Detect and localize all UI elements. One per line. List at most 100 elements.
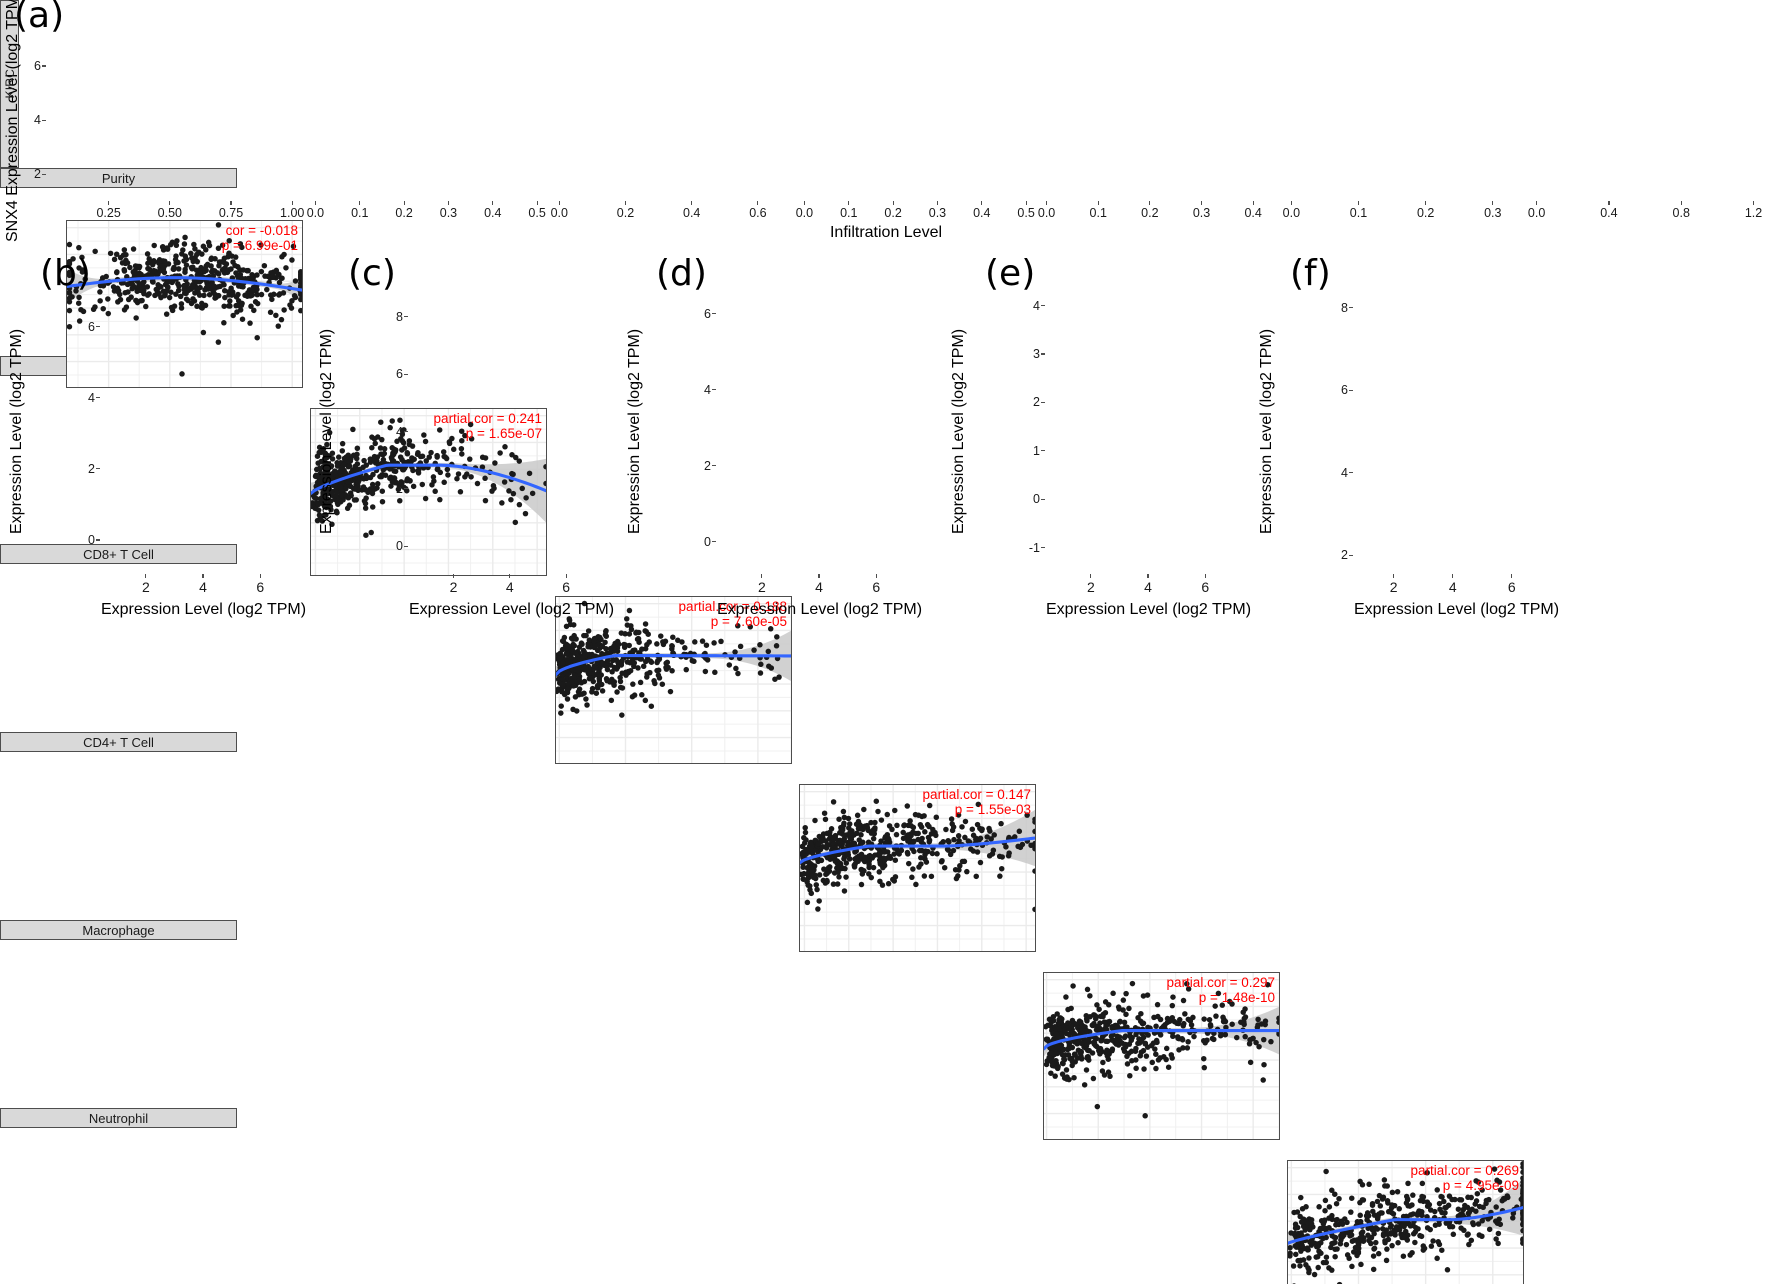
row-b-x-tick-mark	[1393, 574, 1394, 578]
row-a-x-tick-label: 0.3	[440, 206, 457, 220]
row-b-y-tick-label: 2	[704, 459, 711, 473]
row-b-y-tick-label: 4	[1033, 299, 1040, 313]
row-b-y-tick-label: 4	[88, 391, 95, 405]
row-a-x-tick-mark	[169, 201, 170, 205]
row-a-panel-title: Neutrophil	[89, 1111, 148, 1126]
row-b-x-axis-title-2: Expression Level (log2 TPM)	[716, 601, 923, 619]
row-a-y-tick-mark	[42, 120, 46, 121]
row-a-x-tick-mark	[1608, 201, 1609, 205]
row-b-y-axis-title-0: Expression Level (log2 TPM)	[8, 290, 26, 573]
row-b-y-tick-mark	[1041, 305, 1045, 306]
row-b-x-tick-label: 2	[1087, 579, 1095, 595]
row-b-y-tick-mark	[1041, 547, 1045, 548]
row-b-y-axis-title-3: Expression Level (log2 TPM)	[950, 290, 968, 573]
panel-label-c: (c)	[348, 256, 396, 292]
row-a-correlation-value: partial.cor = 0.269	[1411, 1163, 1519, 1178]
row-b-y-axis-title-2: Expression Level (log2 TPM)	[626, 290, 644, 573]
row-b-x-tick-mark	[1511, 574, 1512, 578]
row-a-x-tick-mark	[1425, 201, 1426, 205]
row-a-x-tick-label: 0.2	[884, 206, 901, 220]
row-b-x-tick-label: 4	[1144, 579, 1152, 595]
row-b-y-tick-label: 6	[1341, 383, 1348, 397]
row-b-y-tick-label: 0	[704, 535, 711, 549]
row-a-x-tick-mark	[1358, 201, 1359, 205]
row-b-x-tick-label: 2	[142, 579, 150, 595]
row-a-x-tick-label: 1.2	[1745, 206, 1762, 220]
row-a-x-tick-label: 0.1	[840, 206, 857, 220]
row-a-panel-title: Macrophage	[82, 923, 154, 938]
row-a-plot-4: partial.cor = 0.297 p = 1.48e-10	[1043, 972, 1280, 1140]
row-b-y-tick-mark	[404, 316, 408, 317]
row-a-x-tick-label: 0.2	[1141, 206, 1158, 220]
row-b-y-tick-label: 1	[1033, 444, 1040, 458]
row-a-x-tick-mark	[230, 201, 231, 205]
row-a-x-tick-label: 0.0	[1283, 206, 1300, 220]
row-b-x-axis-title-0: Expression Level (log2 TPM)	[100, 601, 307, 619]
row-a-x-tick-mark	[1681, 201, 1682, 205]
row-a-x-tick-mark	[1492, 201, 1493, 205]
row-b-x-tick-mark	[1205, 574, 1206, 578]
row-a-panel-strip-2: CD8+ T Cell	[0, 544, 237, 564]
row-b-y-tick-label: 0	[88, 533, 95, 547]
row-b-x-tick-label: 4	[815, 579, 823, 595]
row-b-x-axis-title-4: Expression Level (log2 TPM)	[1353, 601, 1560, 619]
row-b-x-tick-mark	[453, 574, 454, 578]
row-b-y-tick-mark	[1349, 472, 1353, 473]
panel-label-e: (e)	[985, 256, 1035, 292]
row-a-cohort-strip-label: KIRC	[3, 69, 17, 98]
row-b-x-tick-mark	[145, 574, 146, 578]
row-a-x-tick-mark	[937, 201, 938, 205]
row-a-x-axis-title: Infiltration Level	[0, 224, 1772, 242]
row-b-x-tick-mark	[818, 574, 819, 578]
row-b-y-tick-mark	[96, 539, 100, 540]
row-a-panel-title: Purity	[102, 171, 135, 186]
panel-label-f: (f)	[1290, 256, 1331, 292]
row-a-correlation-value: partial.cor = 0.297	[1167, 975, 1275, 990]
row-b-x-axis-title-1: Expression Level (log2 TPM)	[408, 601, 615, 619]
row-a-x-tick-label: 0.2	[1417, 206, 1434, 220]
row-a-x-tick-label: 0.5	[528, 206, 545, 220]
row-b-x-tick-mark	[1452, 574, 1453, 578]
row-a-panel-title: CD4+ T Cell	[83, 735, 154, 750]
row-a-x-tick-mark	[559, 201, 560, 205]
row-b-y-tick-label: 0	[1033, 492, 1040, 506]
row-a-x-tick-mark	[1291, 201, 1292, 205]
row-b-y-tick-mark	[712, 465, 716, 466]
row-b-y-tick-mark	[1349, 555, 1353, 556]
row-b-y-tick-mark	[1349, 307, 1353, 308]
row-b-y-tick-label: 2	[396, 482, 403, 496]
row-a-y-tick-label: 2	[34, 167, 41, 181]
row-a-stat-annotation-4: partial.cor = 0.297 p = 1.48e-10	[1167, 975, 1275, 1005]
row-a-p-value: p = 4.95e-09	[1411, 1178, 1519, 1193]
row-a-x-tick-mark	[757, 201, 758, 205]
row-b-x-tick-mark	[1147, 574, 1148, 578]
row-b-y-tick-mark	[712, 541, 716, 542]
row-a-x-tick-label: 0.1	[1090, 206, 1107, 220]
row-a-x-tick-mark	[625, 201, 626, 205]
row-b-y-axis-title-4: Expression Level (log2 TPM)	[1258, 290, 1276, 573]
row-a-x-tick-mark	[1753, 201, 1754, 205]
row-a-x-tick-mark	[315, 201, 316, 205]
row-b-x-tick-mark	[260, 574, 261, 578]
row-b-y-tick-label: 2	[88, 462, 95, 476]
panel-label-d: (d)	[656, 256, 707, 292]
row-b-y-tick-mark	[1041, 402, 1045, 403]
row-a-x-tick-mark	[1026, 201, 1027, 205]
row-a-stat-annotation-5: partial.cor = 0.269 p = 4.95e-09	[1411, 1163, 1519, 1193]
panel-label-b: (b)	[40, 256, 91, 292]
row-b-x-tick-mark	[1090, 574, 1091, 578]
row-a-y-tick-mark	[42, 174, 46, 175]
row-b-x-tick-mark	[566, 574, 567, 578]
row-b-y-tick-label: 4	[396, 425, 403, 439]
row-b-y-tick-label: 0	[396, 539, 403, 553]
row-b-x-tick-label: 6	[872, 579, 880, 595]
row-b-y-tick-label: 4	[1341, 466, 1348, 480]
row-b-y-tick-mark	[96, 326, 100, 327]
row-a-x-tick-label: 0.4	[1600, 206, 1617, 220]
row-a-y-tick-label: 6	[34, 59, 41, 73]
row-b-x-tick-label: 6	[562, 579, 570, 595]
row-a-plot-1: partial.cor = 0.241 p = 1.65e-07	[310, 408, 547, 576]
row-b-y-tick-mark	[404, 374, 408, 375]
row-a-correlation-value: partial.cor = 0.147	[923, 787, 1031, 802]
row-a-plot-3: partial.cor = 0.147 p = 1.55e-03	[799, 784, 1036, 952]
